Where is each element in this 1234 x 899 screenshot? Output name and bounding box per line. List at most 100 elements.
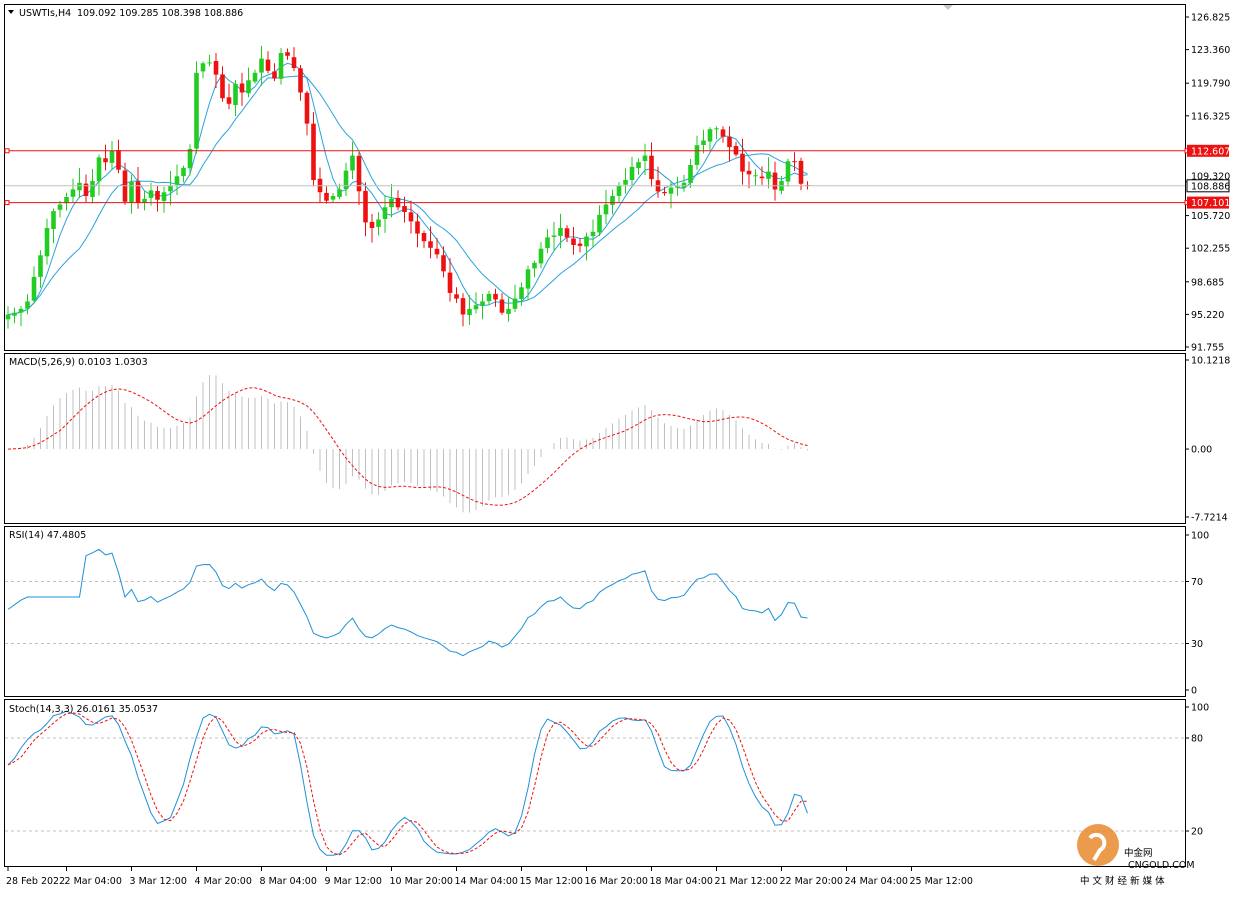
candle: [597, 205, 602, 236]
candle: [103, 144, 108, 171]
candle: [785, 158, 791, 187]
time-tick-label: 14 Mar 04:00: [455, 876, 518, 887]
candle: [720, 126, 726, 143]
candle: [707, 127, 713, 150]
macd-signal-line: [7, 387, 808, 506]
candle: [525, 265, 531, 301]
candle: [142, 190, 147, 211]
time-tick-label: 22 Mar 20:00: [780, 876, 843, 887]
candle: [564, 225, 570, 243]
candle: [233, 80, 238, 117]
candle: [239, 72, 245, 106]
current-price-label: 108.886: [1191, 181, 1230, 192]
candle: [38, 250, 43, 288]
candle: [200, 61, 206, 79]
price-tick-label: 102.255: [1191, 244, 1230, 255]
time-tick-label: 2 Mar 04:00: [65, 876, 122, 887]
candle: [129, 174, 134, 214]
time-tick-label: 24 Mar 04:00: [845, 876, 908, 887]
candle: [259, 45, 264, 86]
macd-tick-label: -7.7214: [1191, 513, 1228, 524]
candle: [519, 282, 524, 306]
symbol-label: USWTIs,H4: [19, 8, 71, 19]
candle: [798, 157, 804, 191]
candle: [480, 294, 485, 320]
candle: [792, 152, 797, 171]
candle: [213, 53, 219, 88]
rsi-tick-label: 30: [1191, 639, 1203, 650]
candle: [759, 166, 765, 185]
macd-pane[interactable]: [4, 353, 1186, 524]
candle: [434, 238, 440, 259]
candle: [753, 169, 758, 186]
candle: [57, 201, 63, 218]
macd-layer: [7, 375, 808, 513]
candle: [408, 200, 414, 234]
stoch-tick-label: 80: [1191, 734, 1203, 745]
candle: [25, 294, 30, 315]
candle: [701, 129, 706, 154]
candle: [363, 182, 368, 237]
time-tick-label: 25 Mar 12:00: [910, 876, 973, 887]
candle: [161, 186, 167, 213]
price-pane[interactable]: [4, 4, 1186, 351]
rsi-tick-label: 0: [1191, 686, 1197, 697]
cngold-logo-icon: [1077, 824, 1119, 866]
candle: [623, 168, 628, 194]
axis-layer: 126.825 123.360 119.790 116.325 112.607 109.3…: [6, 13, 1230, 888]
candle: [304, 90, 310, 136]
rsi-line: [7, 548, 808, 657]
candle: [350, 141, 355, 180]
ohlc-readout: 109.092 109.285 108.398 108.886: [77, 8, 243, 19]
candle: [499, 293, 505, 315]
level-handle[interactable]: [4, 200, 10, 206]
candle: [545, 229, 550, 253]
candle: [272, 63, 277, 82]
time-tick-label: 10 Mar 20:00: [390, 876, 453, 887]
symbol-menu-triangle-icon[interactable]: [8, 10, 14, 14]
candle: [590, 219, 596, 248]
candle: [415, 213, 420, 248]
candle: [486, 290, 492, 306]
time-tick-label: 28 Feb 2022: [6, 876, 65, 887]
candle: [187, 144, 193, 176]
candle: [376, 212, 381, 236]
candle: [51, 208, 56, 244]
stoch-tick-label: 20: [1191, 827, 1203, 838]
candle: [746, 161, 752, 189]
stoch-title: Stoch(14,3,3) 26.0161 35.0537: [9, 704, 158, 715]
candle: [454, 287, 459, 303]
price-tick-label: 91.755: [1191, 343, 1224, 354]
candle: [688, 159, 693, 188]
level-handle[interactable]: [4, 148, 10, 154]
candle: [109, 141, 115, 171]
current-price-tag: [1186, 179, 1230, 193]
watermark-domain: CNGOLD.COM: [1128, 860, 1195, 871]
stoch-pane[interactable]: [4, 699, 1186, 867]
candle: [18, 306, 24, 327]
candle: [135, 167, 141, 209]
time-tick-label: 9 Mar 12:00: [325, 876, 382, 887]
candle: [727, 126, 732, 162]
price-tick-label: 109.320: [1191, 172, 1230, 183]
price-tick-label: 105.720: [1191, 211, 1230, 222]
candle: [460, 293, 466, 327]
candle: [447, 258, 453, 302]
candle: [298, 65, 303, 101]
candle: [532, 260, 537, 278]
candle: [343, 162, 349, 196]
candle: [44, 218, 50, 265]
candle: [512, 284, 518, 313]
candle: [155, 186, 160, 212]
scroll-shift-marker-icon[interactable]: [943, 5, 953, 10]
time-tick-label: 21 Mar 12:00: [715, 876, 778, 887]
rsi-pane[interactable]: [4, 526, 1186, 697]
candle: [226, 83, 232, 110]
candle: [252, 69, 258, 84]
candle: [382, 195, 388, 233]
macd-tick-label: 0.00: [1191, 445, 1212, 456]
candle: [168, 171, 173, 206]
ma-slow-line: [7, 75, 808, 316]
macd-title: MACD(5,26,9) 0.0103 1.0303: [9, 357, 148, 368]
